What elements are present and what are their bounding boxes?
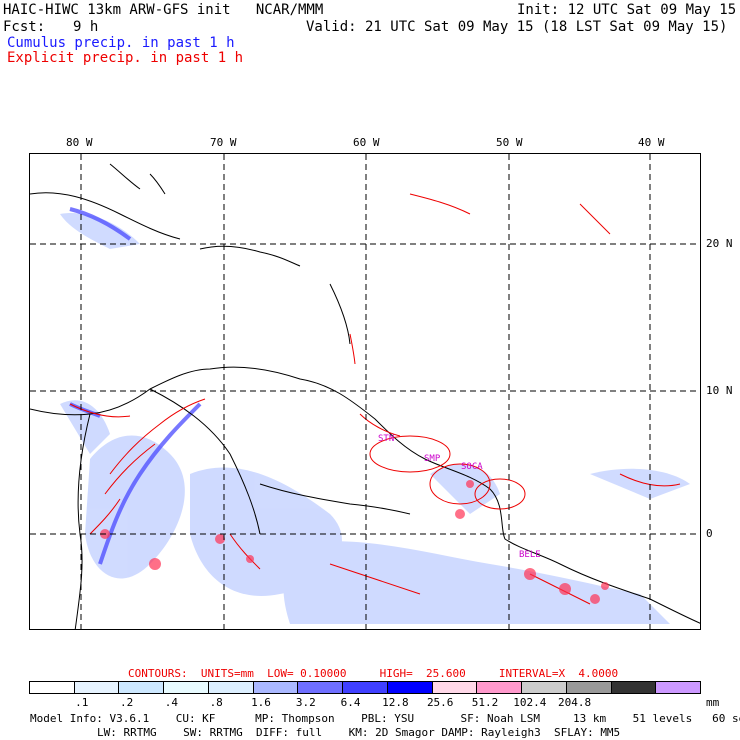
color-scale-tick: 6.4 [340, 696, 361, 709]
color-swatch-13 [611, 682, 657, 693]
valid-time: Valid: 21 UTC Sat 09 May 15 (18 LST Sat … [306, 19, 728, 35]
color-swatch-3 [164, 682, 209, 693]
color-swatch-1 [74, 682, 120, 693]
init-time: Init: 12 UTC Sat 09 May 15 [517, 2, 737, 18]
color-scale-tick: 51.2 [471, 696, 499, 709]
color-swatch-10 [477, 682, 523, 693]
model-info-line2: LW: RRTMG SW: RRTMG DIFF: full KM: 2D Sm… [97, 726, 621, 739]
forecast-label: Fcst: [3, 19, 46, 35]
color-swatch-11 [522, 682, 567, 693]
lon-label-60w: 60 W [353, 136, 380, 149]
color-swatch-8 [387, 682, 433, 693]
coastlines [30, 163, 700, 629]
color-scale-tick: .4 [164, 696, 179, 709]
color-swatch-6 [298, 682, 344, 693]
color-scale-tick: 204.8 [558, 696, 592, 709]
color-swatch-4 [208, 682, 254, 693]
color-swatch-7 [343, 682, 388, 693]
lon-label-40w: 40 W [638, 136, 665, 149]
plot-title: HAIC-HIWC 13km ARW-GFS init NCAR/MMM [3, 2, 324, 18]
city-label-stn: STN [378, 434, 395, 444]
lat-label-20n: 20 N [706, 237, 733, 250]
lon-label-70w: 70 W [210, 136, 237, 149]
color-swatch-0 [30, 682, 75, 693]
cumulus-precip-fields [60, 213, 690, 624]
color-scale-tick: 1.6 [251, 696, 271, 709]
explicit-precip-contours [69, 193, 681, 605]
color-scale-tick: 3.2 [295, 696, 316, 709]
model-info-line1: Model Info: V3.6.1 CU: KF MP: Thompson P… [30, 712, 740, 725]
color-scale-unit: mm [706, 696, 720, 709]
lon-label-80w: 80 W [66, 136, 93, 149]
forecast-hour: 9 h [73, 19, 99, 35]
map-panel: STN SMP SOCA BELE [29, 153, 701, 630]
color-scale-bar [29, 681, 701, 694]
color-scale-tick: .8 [209, 696, 223, 709]
contours-info: CONTOURS: UNITS=mm LOW= 0.10000 HIGH= 25… [128, 667, 619, 680]
lat-lon-grid [30, 154, 700, 629]
map-canvas [30, 154, 700, 629]
city-label-bele: BELE [519, 550, 541, 560]
legend-explicit: Explicit precip. in past 1 h [7, 50, 244, 66]
city-label-smp: SMP [424, 454, 441, 464]
color-scale-tick: 102.4 [513, 696, 547, 709]
color-swatch-12 [566, 682, 612, 693]
lat-label-0: 0 [706, 527, 713, 540]
color-swatch-2 [119, 682, 165, 693]
city-label-soca: SOCA [461, 462, 483, 472]
color-swatch-9 [432, 682, 478, 693]
color-scale-tick: .2 [119, 696, 134, 709]
color-swatch-14 [656, 682, 701, 693]
color-scale-tick: 25.6 [426, 696, 454, 709]
color-scale-tick: .1 [75, 696, 89, 709]
color-scale-tick: 12.8 [382, 696, 409, 709]
lon-label-50w: 50 W [496, 136, 523, 149]
lat-label-10n: 10 N [706, 384, 733, 397]
color-swatch-5 [253, 682, 299, 693]
legend-cumulus: Cumulus precip. in past 1 h [7, 35, 235, 51]
